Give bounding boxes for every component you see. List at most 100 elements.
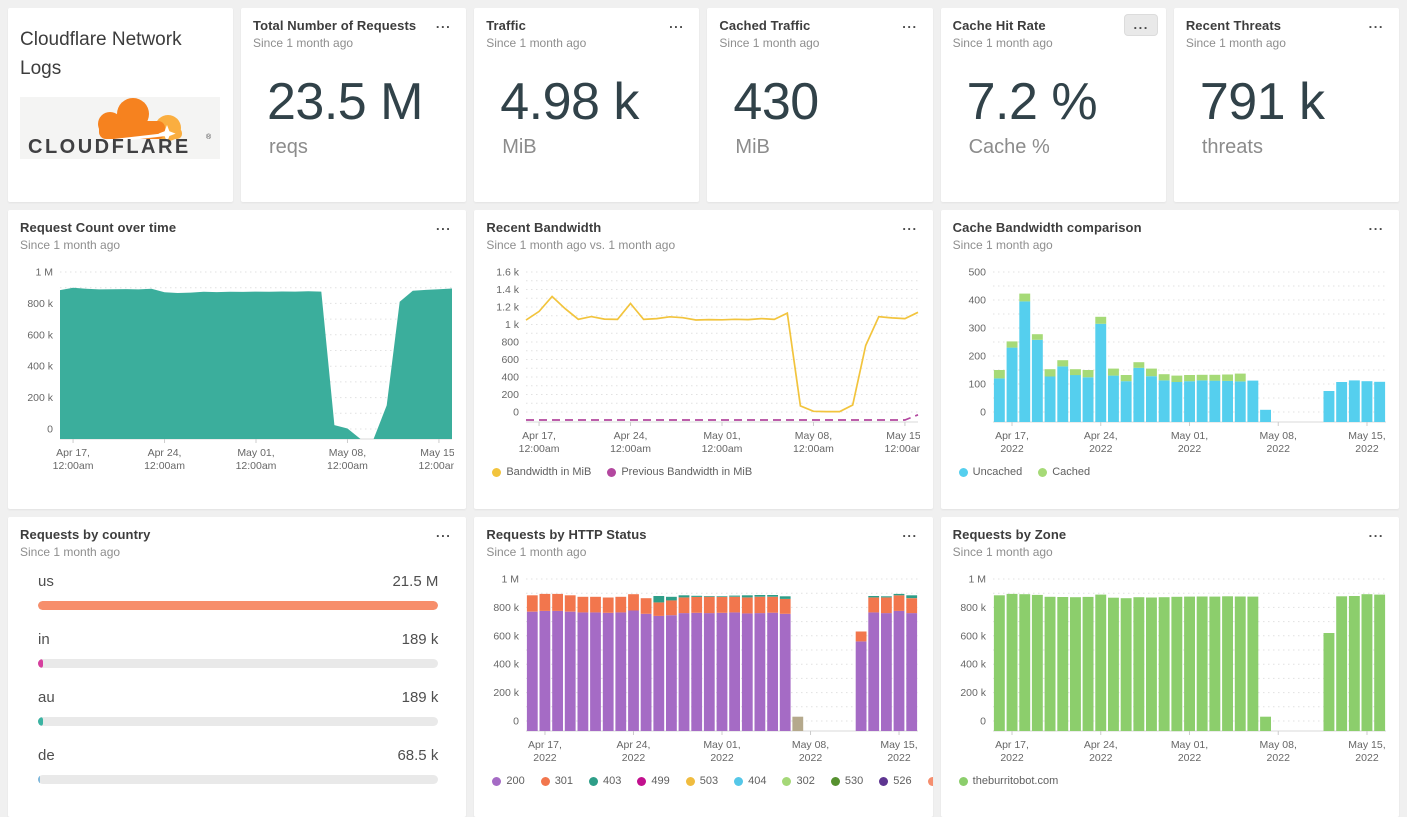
- stat-unit: reqs: [269, 136, 308, 158]
- panel-menu-button[interactable]: ...: [1368, 218, 1384, 233]
- country-bar-track: [38, 659, 439, 668]
- legend-item[interactable]: 404: [734, 775, 766, 787]
- country-bar: [38, 601, 439, 610]
- panel-menu-button[interactable]: ...: [435, 16, 452, 31]
- panel-total-requests: Total Number of Requests Since 1 month a…: [241, 8, 467, 202]
- svg-text:600 k: 600 k: [27, 329, 53, 341]
- legend-dot: [782, 776, 792, 786]
- svg-text:400 k: 400 k: [960, 659, 986, 671]
- country-list: us 21.5 M in 189 k au 189 k: [20, 573, 454, 784]
- panel-menu-button[interactable]: ...: [1124, 14, 1158, 36]
- svg-text:500: 500: [968, 267, 986, 279]
- chart-legend[interactable]: theburritobot.com: [953, 775, 1387, 787]
- stats-row: Cloudflare Network Logs CLOUDFLARE ®: [8, 8, 1400, 202]
- requests-by-zone-chart: 1 M 800 k 600 k 400 k 200 k 0 Apr 17, 2022 Apr 2…: [953, 571, 1387, 771]
- legend-item[interactable]: 530: [830, 775, 863, 787]
- svg-text:1 M: 1 M: [502, 574, 520, 586]
- panel-menu-button[interactable]: ...: [902, 16, 918, 31]
- svg-text:May 08,: May 08,: [792, 739, 829, 751]
- panel-menu-button[interactable]: ...: [669, 16, 685, 31]
- legend-item[interactable]: 503: [685, 775, 718, 787]
- panel-menu-button[interactable]: ...: [435, 525, 452, 540]
- svg-text:2022: 2022: [888, 752, 912, 764]
- legend-item[interactable]: 301: [540, 775, 573, 787]
- svg-text:12:00am: 12:00am: [610, 443, 651, 455]
- legend-item[interactable]: 403: [589, 775, 621, 787]
- chart-legend[interactable]: Uncached Cached: [953, 466, 1387, 478]
- cloudflare-wordmark: CLOUDFLARE: [28, 136, 191, 158]
- legend-dot: [492, 467, 502, 477]
- svg-text:2022: 2022: [1266, 443, 1290, 455]
- legend-dot: [1038, 467, 1048, 477]
- panel-title: Recent Threats: [1185, 18, 1282, 33]
- svg-text:12:00am: 12:00am: [327, 460, 368, 472]
- panel-menu-button[interactable]: ...: [1368, 525, 1384, 540]
- svg-text:600 k: 600 k: [960, 630, 986, 642]
- legend-dot: [589, 776, 599, 786]
- legend-dot: [927, 776, 933, 786]
- legend-dot: [830, 776, 840, 786]
- legend-item[interactable]: Previous Bandwidth in MiB: [607, 466, 752, 478]
- svg-text:2022: 2022: [1266, 752, 1290, 764]
- svg-text:200 k: 200 k: [27, 392, 53, 404]
- country-bar-track: [38, 717, 439, 726]
- panel-menu-button[interactable]: ...: [1368, 16, 1385, 31]
- legend-item[interactable]: 499: [637, 775, 670, 787]
- svg-text:May 08,: May 08,: [1259, 430, 1296, 442]
- panel-title: Requests by country: [20, 527, 151, 542]
- svg-text:12:00am: 12:00am: [793, 443, 834, 455]
- svg-text:1.2 k: 1.2 k: [497, 302, 521, 314]
- svg-text:Apr 24,: Apr 24,: [614, 430, 648, 442]
- legend-item[interactable]: 200: [492, 775, 525, 787]
- svg-text:200 k: 200 k: [494, 687, 520, 699]
- panel-requests-by-country: Requests by country Since 1 month ago ..…: [8, 517, 467, 817]
- stat-value: 7.2 %: [966, 73, 1098, 131]
- panel-menu-button[interactable]: ...: [902, 525, 918, 540]
- panel-subtitle: Since 1 month ago: [486, 545, 587, 559]
- svg-text:200 k: 200 k: [960, 687, 986, 699]
- chart-legend[interactable]: 200 301 403 499 503 404 302 530 526 524: [486, 775, 933, 787]
- stat-value: 430: [733, 73, 819, 131]
- panel-menu-button[interactable]: ...: [902, 218, 918, 233]
- panel-subtitle: Since 1 month ago: [952, 545, 1053, 559]
- svg-text:May 08,: May 08,: [1259, 739, 1296, 751]
- chart-legend[interactable]: Bandwidth in MiB Previous Bandwidth in Mi…: [486, 466, 920, 478]
- svg-text:400: 400: [968, 295, 986, 307]
- legend-item[interactable]: Bandwidth in MiB: [492, 466, 591, 478]
- stat-unit: MiB: [502, 136, 537, 158]
- svg-text:Apr 17,: Apr 17,: [522, 430, 556, 442]
- country-label: de: [38, 747, 55, 764]
- svg-text:2022: 2022: [711, 752, 735, 764]
- legend-dot: [958, 776, 968, 786]
- svg-text:800 k: 800 k: [27, 298, 53, 310]
- legend-item[interactable]: Uncached: [958, 466, 1022, 478]
- svg-text:Apr 24,: Apr 24,: [1083, 739, 1117, 751]
- panel-subtitle: Since 1 month ago: [253, 36, 354, 50]
- legend-item[interactable]: theburritobot.com: [958, 775, 1058, 787]
- legend-dot: [958, 467, 968, 477]
- country-value: 189 k: [401, 631, 439, 648]
- svg-text:2022: 2022: [1355, 752, 1379, 764]
- legend-item[interactable]: Cached: [1038, 466, 1090, 478]
- panel-recent-bandwidth: Recent Bandwidth Since 1 month ago vs. 1…: [474, 210, 933, 509]
- country-bar-track: [38, 775, 439, 784]
- panel-subtitle: Since 1 month ago: [952, 238, 1053, 252]
- panel-title: Cache Bandwidth comparison: [952, 220, 1142, 235]
- legend-dot: [540, 776, 550, 786]
- legend-item[interactable]: 302: [782, 775, 815, 787]
- svg-text:600 k: 600 k: [494, 630, 520, 642]
- svg-text:May 01,: May 01,: [1170, 739, 1207, 751]
- legend-dot: [734, 776, 744, 786]
- stat-value: 23.5 M: [267, 73, 423, 131]
- panel-menu-button[interactable]: ...: [435, 218, 452, 233]
- panel-subtitle: Since 1 month ago: [486, 36, 587, 50]
- legend-item[interactable]: 524: [927, 775, 933, 787]
- country-label: in: [38, 631, 50, 648]
- stat-unit: threats: [1201, 136, 1263, 158]
- stat-unit: Cache %: [968, 136, 1050, 158]
- svg-text:100: 100: [968, 379, 986, 391]
- panel-title: Recent Bandwidth: [486, 220, 602, 235]
- legend-item[interactable]: 526: [879, 775, 912, 787]
- svg-text:800: 800: [502, 337, 520, 349]
- svg-text:12:00am: 12:00am: [519, 443, 560, 455]
